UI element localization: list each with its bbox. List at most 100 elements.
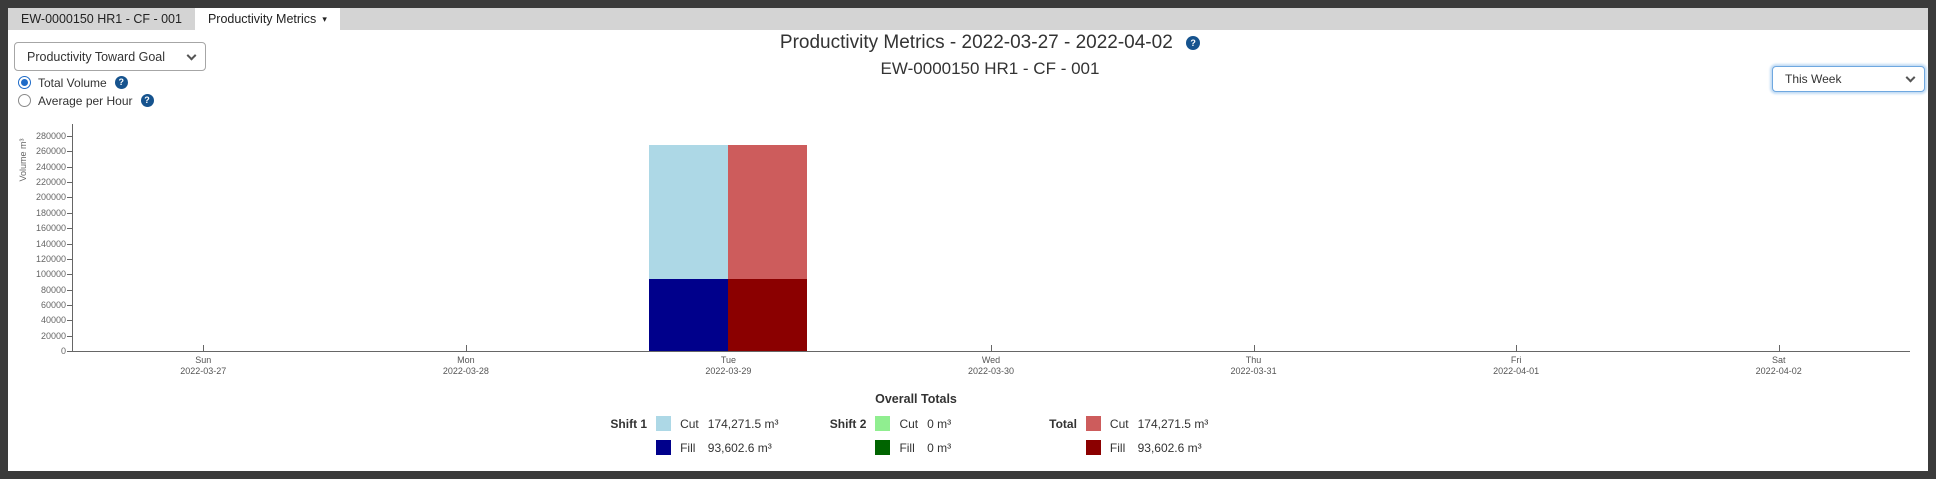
legend-swatch bbox=[656, 440, 672, 455]
legend-group: Total Cut 174,271.5 m³ Fill 93,602.6 m³ bbox=[1049, 416, 1221, 455]
y-tick-label: 240000 bbox=[35, 161, 66, 172]
range-select[interactable]: This Week bbox=[1772, 66, 1925, 92]
y-tick-label: 60000 bbox=[40, 299, 66, 310]
legend-entry-label: Cut bbox=[1109, 416, 1129, 431]
legend-entry-label: Cut bbox=[899, 416, 919, 431]
legend-group-name: Shift 2 bbox=[829, 416, 867, 431]
tab-productivity-metrics-label: Productivity Metrics bbox=[207, 12, 317, 26]
legend-entry-label: Fill bbox=[680, 440, 696, 455]
legend-entry-value: 174,271.5 m³ bbox=[707, 416, 779, 431]
y-axis-title: Volume m³ bbox=[18, 138, 28, 182]
app-window: EW-0000150 HR1 - CF - 001 Productivity M… bbox=[8, 8, 1928, 471]
help-icon[interactable]: ? bbox=[114, 76, 128, 89]
y-tick bbox=[67, 151, 72, 153]
y-tick-label: 220000 bbox=[35, 177, 66, 188]
y-tick bbox=[67, 289, 72, 291]
legend-group-name: Shift 1 bbox=[610, 416, 648, 431]
legend-entry-label: Fill bbox=[1109, 440, 1126, 455]
y-tick-label: 180000 bbox=[35, 207, 66, 218]
y-tick-label: 20000 bbox=[40, 330, 66, 341]
radio-average-per-hour[interactable] bbox=[18, 94, 31, 107]
legend-swatch bbox=[875, 416, 891, 431]
legend-entry-label: Cut bbox=[680, 416, 699, 431]
metric-select[interactable]: Productivity Toward Goal bbox=[14, 42, 206, 71]
legend-entry-value: 0 m³ bbox=[927, 416, 952, 431]
caret-down-icon: ▾ bbox=[322, 14, 327, 24]
x-tick bbox=[465, 345, 467, 351]
y-tick bbox=[67, 166, 72, 168]
legend-swatch bbox=[1085, 416, 1101, 431]
y-axis-line bbox=[72, 124, 73, 351]
y-tick-label: 80000 bbox=[40, 284, 66, 295]
legend-entry-value: 93,602.6 m³ bbox=[707, 440, 772, 455]
legend-group: Shift 1 Cut 174,271.5 m³ Fill 93,602.6 m³ bbox=[610, 416, 791, 455]
radio-average-per-hour-label: Average per Hour bbox=[38, 93, 133, 108]
y-tick bbox=[67, 320, 72, 322]
legend-swatch bbox=[656, 416, 672, 431]
y-tick bbox=[67, 212, 72, 214]
x-tick-label: Thu 2022-03-31 bbox=[1230, 355, 1277, 376]
metric-select-wrap: Productivity Toward Goal bbox=[14, 42, 206, 71]
radio-total-volume[interactable] bbox=[18, 76, 31, 89]
x-tick bbox=[203, 345, 205, 351]
y-tick bbox=[67, 351, 72, 352]
help-icon[interactable]: ? bbox=[140, 94, 154, 107]
legend-group: Shift 2 Cut 0 m³ Fill 0 m³ bbox=[830, 416, 1011, 455]
legend-entry-label: Fill bbox=[899, 440, 915, 455]
legend-group-name: Total bbox=[1049, 416, 1077, 431]
y-tick-label: 260000 bbox=[35, 146, 66, 157]
page-title-text: Productivity Metrics - 2022-03-27 - 2022… bbox=[779, 32, 1173, 53]
radio-average-per-hour-row: Average per Hour ? bbox=[18, 93, 154, 108]
help-icon[interactable]: ? bbox=[1186, 36, 1201, 50]
y-tick-label: 0 bbox=[60, 346, 66, 356]
x-tick bbox=[991, 345, 992, 351]
x-tick-label: Mon 2022-03-28 bbox=[442, 355, 489, 376]
y-tick bbox=[67, 335, 72, 337]
legend-entry-value: 0 m³ bbox=[927, 440, 952, 455]
y-tick-label: 100000 bbox=[35, 269, 66, 280]
y-tick bbox=[67, 136, 72, 137]
bar-chart: Volume m³ 0 20000 40000 60000 80000 100000 120… bbox=[8, 8, 1928, 471]
y-tick-label: 160000 bbox=[35, 223, 66, 234]
y-tick bbox=[67, 182, 72, 184]
bar-segment[interactable] bbox=[649, 145, 729, 280]
x-tick bbox=[1778, 345, 1780, 351]
tab-site-label: EW-0000150 HR1 - CF - 001 bbox=[21, 12, 182, 26]
y-tick bbox=[67, 243, 72, 245]
radio-total-volume-row: Total Volume ? bbox=[18, 75, 128, 90]
legend-swatch bbox=[875, 440, 891, 455]
y-tick bbox=[67, 258, 72, 260]
range-select-wrap: This Week bbox=[1772, 66, 1925, 92]
y-tick-label: 120000 bbox=[35, 253, 66, 264]
x-tick-label: Fri 2022-04-01 bbox=[1493, 355, 1540, 376]
x-tick-label: Tue 2022-03-29 bbox=[705, 355, 752, 376]
x-tick bbox=[1253, 345, 1255, 351]
legend-title: Overall Totals bbox=[875, 392, 957, 406]
y-tick bbox=[67, 304, 72, 306]
tab-site[interactable]: EW-0000150 HR1 - CF - 001 bbox=[8, 8, 195, 30]
y-tick-label: 280000 bbox=[35, 131, 66, 141]
x-tick-label: Sun 2022-03-27 bbox=[180, 355, 227, 376]
x-tick bbox=[1516, 345, 1518, 351]
radio-total-volume-label: Total Volume bbox=[38, 75, 107, 90]
tab-bar: EW-0000150 HR1 - CF - 001 Productivity M… bbox=[8, 8, 1928, 30]
bar-segment[interactable] bbox=[649, 279, 729, 351]
y-tick bbox=[67, 274, 72, 276]
x-tick-label: Wed 2022-03-30 bbox=[967, 355, 1015, 376]
y-tick bbox=[67, 197, 72, 199]
y-tick bbox=[67, 228, 72, 230]
legend-entry-value: 93,602.6 m³ bbox=[1137, 440, 1202, 455]
legend-entry-value: 174,271.5 m³ bbox=[1137, 416, 1209, 431]
page-title: Productivity Metrics - 2022-03-27 - 2022… bbox=[8, 32, 1936, 54]
bar-segment[interactable] bbox=[728, 279, 808, 351]
y-tick-label: 40000 bbox=[40, 315, 66, 326]
legend-swatch bbox=[1085, 440, 1101, 455]
y-tick-label: 200000 bbox=[35, 192, 66, 203]
bar-segment[interactable] bbox=[728, 145, 808, 280]
legend: Shift 1 Cut 174,271.5 m³ Fill 93,602.6 m³ Shi… bbox=[0, 416, 1876, 455]
tab-productivity-metrics[interactable]: Productivity Metrics ▾ bbox=[194, 8, 340, 30]
x-axis-line bbox=[72, 351, 1910, 352]
y-tick-label: 140000 bbox=[35, 238, 66, 249]
page-subtitle: EW-0000150 HR1 - CF - 001 bbox=[880, 59, 1100, 78]
x-tick-label: Sat 2022-04-02 bbox=[1755, 355, 1802, 376]
